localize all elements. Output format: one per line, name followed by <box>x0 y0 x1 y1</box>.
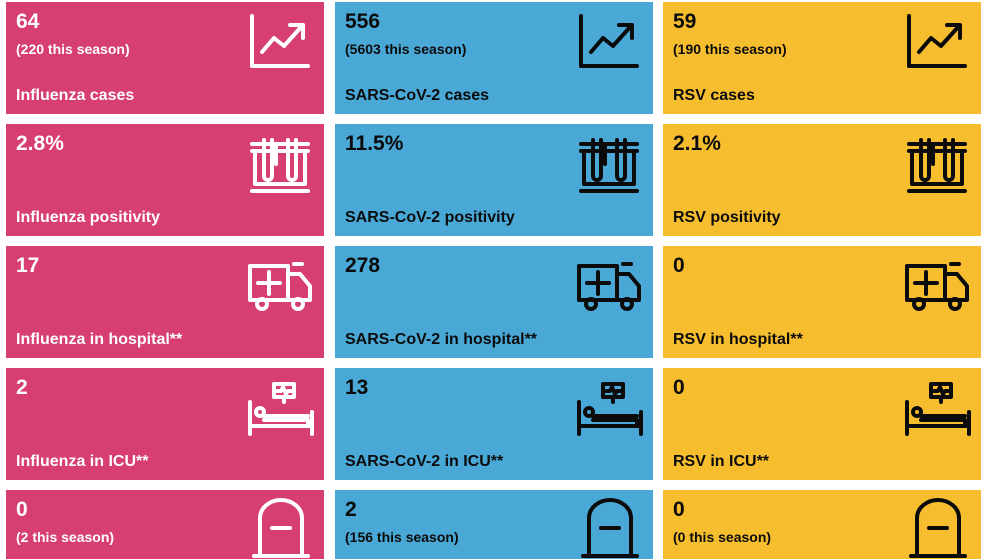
trend-chart-icon <box>577 12 641 72</box>
hospital-bed-icon <box>246 380 316 436</box>
rsv-positivity-value: 2.1% <box>673 132 721 155</box>
test-tubes-icon <box>905 134 969 194</box>
trend-chart-icon <box>905 12 969 72</box>
sars-cov-2-cases-season: (5603 this season) <box>345 41 467 57</box>
gravestone-icon <box>907 498 969 559</box>
sars-cov-2-positivity-card: 11.5% SARS-CoV-2 positivity <box>335 124 653 236</box>
sars-cov-2-icu-card: 13 SARS-CoV-2 in ICU** <box>335 368 653 480</box>
influenza-cases-season: (220 this season) <box>16 41 130 57</box>
test-tubes-icon <box>248 134 312 194</box>
sars-cov-2-positivity-label: SARS-CoV-2 positivity <box>345 209 515 226</box>
sars-cov-2-icu-label: SARS-CoV-2 in ICU** <box>345 453 504 470</box>
influenza-positivity-card: 2.8% Influenza positivity <box>6 124 324 236</box>
influenza-icu-value: 2 <box>16 376 28 399</box>
sars-cov-2-cases-card: 556 (5603 this season) SARS-CoV-2 cases <box>335 2 653 114</box>
sars-cov-2-icu-value: 13 <box>345 376 369 399</box>
rsv-positivity-label: RSV positivity <box>673 209 781 226</box>
ambulance-icon <box>575 260 645 312</box>
hospital-bed-icon <box>575 380 645 436</box>
sars-cov-2-positivity-value: 11.5% <box>345 132 404 155</box>
rsv-hospital-label: RSV in hospital** <box>673 331 803 348</box>
sars-cov-2-hospital-value: 278 <box>345 254 381 277</box>
rsv-icu-card: 0 RSV in ICU** <box>663 368 981 480</box>
gravestone-icon <box>250 498 312 559</box>
influenza-positivity-label: Influenza positivity <box>16 209 161 226</box>
rsv-cases-card: 59 (190 this season) RSV cases <box>663 2 981 114</box>
sars-cov-2-cases-label: SARS-CoV-2 cases <box>345 87 490 104</box>
influenza-icu-label: Influenza in ICU** <box>16 453 149 470</box>
influenza-hospital-value: 17 <box>16 254 40 277</box>
rsv-positivity-card: 2.1% RSV positivity <box>663 124 981 236</box>
influenza-cases-value: 64 <box>16 10 40 33</box>
rsv-icu-value: 0 <box>673 376 685 399</box>
sars-cov-2-deaths-card: 2 (156 this season) <box>335 490 653 559</box>
rsv-deaths-card: 0 (0 this season) <box>663 490 981 559</box>
rsv-hospital-card: 0 RSV in hospital** <box>663 246 981 358</box>
rsv-icu-label: RSV in ICU** <box>673 453 770 470</box>
rsv-deaths-season: (0 this season) <box>673 529 772 545</box>
ambulance-icon <box>903 260 973 312</box>
rsv-cases-value: 59 <box>673 10 697 33</box>
influenza-deaths-card: 0 (2 this season) <box>6 490 324 559</box>
influenza-positivity-value: 2.8% <box>16 132 64 155</box>
influenza-hospital-card: 17 Influenza in hospital** <box>6 246 324 358</box>
influenza-cases-card: 64 (220 this season) Influenza cases <box>6 2 324 114</box>
influenza-icu-card: 2 Influenza in ICU** <box>6 368 324 480</box>
sars-cov-2-deaths-value: 2 <box>345 498 357 521</box>
gravestone-icon <box>579 498 641 559</box>
influenza-hospital-label: Influenza in hospital** <box>16 331 183 348</box>
rsv-cases-label: RSV cases <box>673 87 755 104</box>
hospital-bed-icon <box>903 380 973 436</box>
influenza-cases-label: Influenza cases <box>16 87 135 104</box>
ambulance-icon <box>246 260 316 312</box>
rsv-hospital-value: 0 <box>673 254 685 277</box>
influenza-deaths-season: (2 this season) <box>16 529 115 545</box>
sars-cov-2-cases-value: 556 <box>345 10 381 33</box>
influenza-deaths-value: 0 <box>16 498 28 521</box>
sars-cov-2-hospital-label: SARS-CoV-2 in hospital** <box>345 331 538 348</box>
test-tubes-icon <box>577 134 641 194</box>
rsv-deaths-value: 0 <box>673 498 685 521</box>
sars-cov-2-deaths-season: (156 this season) <box>345 529 459 545</box>
sars-cov-2-hospital-card: 278 SARS-CoV-2 in hospital** <box>335 246 653 358</box>
rsv-cases-season: (190 this season) <box>673 41 787 57</box>
trend-chart-icon <box>248 12 312 72</box>
